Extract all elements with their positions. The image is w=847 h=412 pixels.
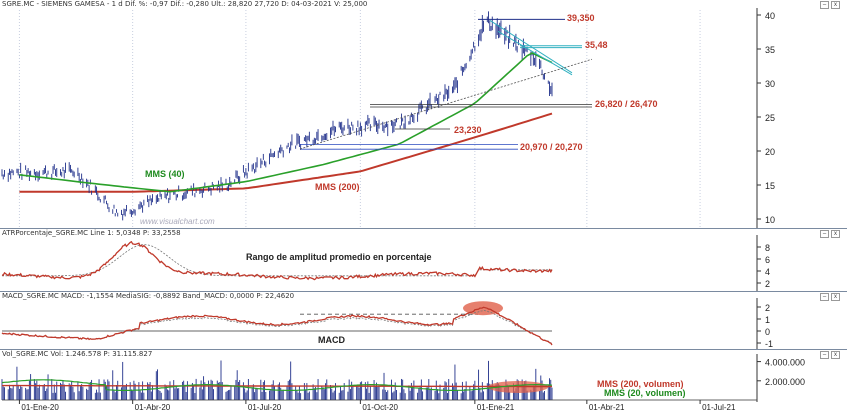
x-tick-label: 01-Oct-20 (362, 403, 398, 412)
y-tick-label: 35 (765, 45, 775, 55)
support3-label: 20,970 / 20,270 (520, 142, 583, 152)
price-bars (1, 11, 553, 221)
vol-mms20-line (1, 379, 553, 392)
mms40-line-path (19, 52, 553, 193)
mms200-label: MMS (200) (315, 182, 360, 192)
trendline-down (489, 20, 573, 74)
high-label: 39,350 (567, 13, 595, 23)
y-tick-label: 4 (765, 267, 770, 277)
atr-minimize-button[interactable]: – (820, 230, 829, 238)
separator (0, 291, 847, 292)
mms40-label: MMS (40) (145, 169, 185, 179)
y-tick-label: 1 (765, 315, 770, 325)
x-tick-label: 01-Jul-20 (248, 403, 282, 412)
x-tick-label: 01-Jul-21 (702, 403, 736, 412)
y-tick-label: 6 (765, 255, 770, 265)
volume-y-axis: 4.000.000 2.000.000 (756, 354, 805, 402)
mms200-line-path (19, 112, 553, 193)
atr-title: Rango de amplitud promedio en porcentaje (246, 252, 432, 262)
separator (0, 349, 847, 350)
panel-close-button[interactable]: x (831, 1, 840, 9)
trendline-up (299, 58, 593, 150)
atr-panel-header: ATRPorcentaje_SGRE.MC Line 1: 5,0348 P: … (2, 229, 181, 237)
price-y-axis: 40 35 30 25 20 15 10 (757, 11, 775, 225)
x-axis: 01-Ene-20 01-Abr-20 01-Jul-20 01-Oct-20 01-E… (18, 400, 736, 412)
volume-bars (1, 360, 757, 401)
trendline-down (497, 30, 573, 76)
volume-panel-header: Vol_SGRE.MC Vol: 1.246.578 P: 31.115.827 (2, 350, 153, 358)
mms40-line (19, 52, 553, 193)
trendlines (299, 18, 593, 150)
macd-line (1, 306, 553, 346)
atr-panel: ATRPorcentaje_SGRE.MC Line 1: 5,0348 P: … (0, 229, 847, 291)
support1-label: 26,820 / 26,470 (595, 99, 658, 109)
support2-label: 23,230 (454, 125, 482, 135)
y-tick-label: 2 (765, 279, 770, 289)
y-tick-label: 0 (765, 327, 770, 337)
macd-close-button[interactable]: x (831, 293, 840, 301)
y-tick-label: 15 (765, 181, 775, 191)
separator (0, 228, 847, 229)
mms20v-label: MMS (20, volumen) (604, 388, 686, 398)
macd-title: MACD (318, 335, 345, 345)
x-tick-label: 01-Ene-20 (21, 403, 59, 412)
y-tick-label: 20 (765, 147, 775, 157)
vol-close-button[interactable]: x (831, 351, 840, 359)
panel-minimize-button[interactable]: – (820, 1, 829, 9)
macd-lines (1, 301, 553, 346)
vol-mms200-line (2, 384, 552, 388)
macd-panel-header: MACD_SGRE.MC MACD: -1,1554 MediaSIG: -0,… (2, 292, 295, 300)
atr-close-button[interactable]: x (831, 230, 840, 238)
y-tick-label: 4.000.000 (765, 358, 805, 368)
x-tick-label: 01-Ene-21 (477, 403, 515, 412)
macd-chart: 2 1 0 -1 MACD (1, 298, 773, 349)
atr-chart: 8 6 4 2 Rango de amplitud promedio en porce… (1, 235, 770, 291)
price-grid (18, 8, 758, 228)
y-tick-label: 8 (765, 243, 770, 253)
price-panel: SGRE.MC - SIEMENS GAMESA - 1 d Dif. %: -… (1, 0, 840, 228)
mms200-line (19, 112, 553, 193)
atr-y-axis: 8 6 4 2 (756, 235, 770, 291)
resist-label: 35,48 (585, 40, 608, 50)
macd-signal-line (1, 309, 553, 345)
y-tick-label: -1 (765, 339, 773, 349)
watermark: www.visualchart.com (140, 217, 215, 226)
mms200v-label: MMS (200, volumen) (597, 379, 684, 389)
macd-y-axis: 2 1 0 -1 (756, 298, 773, 349)
y-tick-label: 30 (765, 79, 775, 89)
atr-line (1, 240, 553, 281)
y-tick-label: 25 (765, 113, 775, 123)
price-chart: 40 35 30 25 20 15 10 39,350 35,48 26,820 / 26,… (1, 8, 775, 228)
macd-panel: MACD_SGRE.MC MACD: -1,1554 MediaSIG: -0,… (0, 292, 847, 349)
volume-chart: 4.000.000 2.000.000 MMS (200, volumen) MM… (1, 354, 805, 412)
macd-minimize-button[interactable]: – (820, 293, 829, 301)
y-tick-label: 40 (765, 11, 775, 21)
volume-panel: Vol_SGRE.MC Vol: 1.246.578 P: 31.115.827… (0, 350, 847, 412)
x-tick-label: 01-Abr-20 (135, 403, 171, 412)
y-tick-label: 10 (765, 215, 775, 225)
price-panel-header: SGRE.MC - SIEMENS GAMESA - 1 d Dif. %: -… (2, 0, 368, 8)
y-tick-label: 2.000.000 (765, 377, 805, 387)
x-tick-label: 01-Abr-21 (589, 403, 625, 412)
vol-minimize-button[interactable]: – (820, 351, 829, 359)
y-tick-label: 2 (765, 303, 770, 313)
atr-lines (1, 240, 553, 281)
